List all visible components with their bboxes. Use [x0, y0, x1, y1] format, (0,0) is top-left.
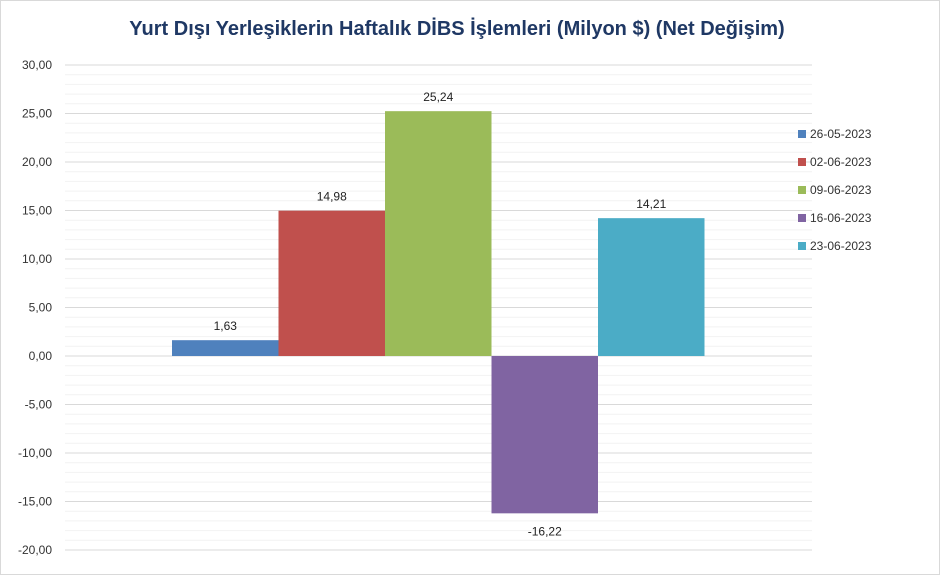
data-label: 14,98 — [317, 190, 347, 204]
y-tick-label: 0,00 — [29, 349, 53, 363]
data-label: 14,21 — [636, 197, 666, 211]
legend-item: 02-06-2023 — [798, 148, 871, 176]
legend-item: 23-06-2023 — [798, 232, 871, 260]
y-tick-label: -20,00 — [18, 543, 52, 557]
legend-item: 16-06-2023 — [798, 204, 871, 232]
legend-swatch — [798, 242, 806, 250]
bar-02-06-2023 — [278, 210, 385, 356]
legend-swatch — [798, 158, 806, 166]
y-tick-label: 20,00 — [22, 155, 52, 169]
legend-label: 23-06-2023 — [810, 239, 872, 253]
chart-legend: 26-05-2023 02-06-2023 09-06-2023 16-06-2023… — [798, 120, 871, 260]
legend-swatch — [798, 214, 806, 222]
chart-title: Yurt Dışı Yerleşiklerin Haftalık DİBS İş… — [129, 18, 785, 40]
legend-item: 09-06-2023 — [798, 176, 871, 204]
y-tick-label: 15,00 — [22, 204, 52, 218]
bar-23-06-2023 — [598, 218, 705, 356]
legend-label: 26-05-2023 — [810, 127, 872, 141]
legend-swatch — [798, 130, 806, 138]
y-tick-label: 5,00 — [29, 301, 53, 315]
data-label: -16,22 — [528, 524, 562, 538]
y-tick-label: 10,00 — [22, 252, 52, 266]
y-tick-label: -10,00 — [18, 446, 52, 460]
y-tick-label: 25,00 — [22, 107, 52, 121]
legend-item: 26-05-2023 — [798, 120, 871, 148]
legend-label: 16-06-2023 — [810, 211, 872, 225]
data-label: 1,63 — [214, 319, 238, 333]
y-tick-label: -15,00 — [18, 495, 52, 509]
legend-label: 09-06-2023 — [810, 183, 872, 197]
y-tick-label: -5,00 — [25, 398, 53, 412]
bar-09-06-2023 — [385, 111, 492, 356]
y-tick-label: 30,00 — [22, 58, 52, 72]
bar-16-06-2023 — [491, 356, 598, 514]
bar-26-05-2023 — [172, 340, 279, 356]
legend-swatch — [798, 186, 806, 194]
legend-label: 02-06-2023 — [810, 155, 872, 169]
data-label: 25,24 — [423, 90, 453, 104]
